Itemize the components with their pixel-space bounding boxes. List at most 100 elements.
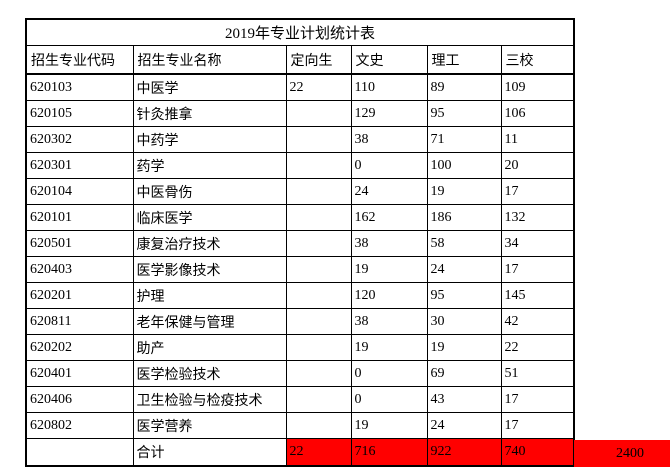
cell-sanxiao: 145 [500, 282, 575, 309]
cell-wenshi: 129 [350, 100, 428, 127]
cell-ligong: 24 [426, 412, 502, 439]
total-ligong: 922 [426, 438, 502, 467]
cell-major-name: 护理 [132, 282, 287, 309]
cell-directed [285, 412, 352, 439]
cell-major-code: 620406 [25, 386, 134, 413]
cell-ligong: 95 [426, 282, 502, 309]
cell-ligong: 95 [426, 100, 502, 127]
column-header-major-name: 招生专业名称 [132, 45, 287, 75]
plan-statistics-table: 2019年专业计划统计表 招生专业代码 招生专业名称 定向生 文史 理工 三校 … [25, 18, 576, 467]
cell-ligong: 19 [426, 334, 502, 361]
cell-sanxiao: 17 [500, 412, 575, 439]
cell-directed [285, 126, 352, 153]
cell-sanxiao: 132 [500, 204, 575, 231]
table-row: 620101 临床医学 162 186 132 [25, 204, 575, 231]
cell-directed [285, 100, 352, 127]
table-row: 620501 康复治疗技术 38 58 34 [25, 230, 575, 257]
cell-directed [285, 360, 352, 387]
cell-major-name: 中医骨伤 [132, 178, 287, 205]
cell-major-name: 针灸推拿 [132, 100, 287, 127]
cell-major-name: 临床医学 [132, 204, 287, 231]
total-wenshi: 716 [350, 438, 428, 467]
cell-wenshi: 24 [350, 178, 428, 205]
grand-total-cell: 2400 [574, 440, 670, 467]
cell-wenshi: 38 [350, 230, 428, 257]
column-header-sanxiao: 三校 [500, 45, 575, 75]
table-row: 620202 助产 19 19 22 [25, 334, 575, 361]
cell-wenshi: 162 [350, 204, 428, 231]
cell-ligong: 89 [426, 73, 502, 101]
cell-sanxiao: 17 [500, 386, 575, 413]
cell-major-code: 620202 [25, 334, 134, 361]
cell-major-name: 医学检验技术 [132, 360, 287, 387]
table-total-row: 合计 22 716 922 740 [25, 438, 575, 467]
column-header-ligong: 理工 [426, 45, 502, 75]
cell-sanxiao: 106 [500, 100, 575, 127]
cell-major-name: 药学 [132, 152, 287, 179]
cell-major-name: 卫生检验与检疫技术 [132, 386, 287, 413]
cell-major-code: 620201 [25, 282, 134, 309]
cell-sanxiao: 20 [500, 152, 575, 179]
cell-major-code: 620802 [25, 412, 134, 439]
cell-major-name: 中药学 [132, 126, 287, 153]
cell-ligong: 58 [426, 230, 502, 257]
cell-directed [285, 386, 352, 413]
cell-major-code: 620101 [25, 204, 134, 231]
cell-major-code: 620302 [25, 126, 134, 153]
table-row: 620403 医学影像技术 19 24 17 [25, 256, 575, 283]
cell-ligong: 100 [426, 152, 502, 179]
table-row: 620811 老年保健与管理 38 30 42 [25, 308, 575, 335]
table-row: 620201 护理 120 95 145 [25, 282, 575, 309]
cell-sanxiao: 11 [500, 126, 575, 153]
column-header-major-code: 招生专业代码 [25, 45, 134, 75]
cell-major-code: 620105 [25, 100, 134, 127]
cell-total-code-empty [25, 438, 134, 467]
cell-major-code: 620501 [25, 230, 134, 257]
cell-ligong: 30 [426, 308, 502, 335]
cell-wenshi: 0 [350, 360, 428, 387]
cell-major-name: 医学营养 [132, 412, 287, 439]
cell-ligong: 69 [426, 360, 502, 387]
cell-directed [285, 204, 352, 231]
table-title-row: 2019年专业计划统计表 [25, 18, 575, 46]
cell-wenshi: 38 [350, 308, 428, 335]
cell-wenshi: 19 [350, 412, 428, 439]
table-header-row: 招生专业代码 招生专业名称 定向生 文史 理工 三校 [25, 45, 575, 75]
cell-directed [285, 256, 352, 283]
cell-sanxiao: 42 [500, 308, 575, 335]
cell-major-name: 中医学 [132, 73, 287, 101]
table-row: 620802 医学营养 19 24 17 [25, 412, 575, 439]
table-row: 620104 中医骨伤 24 19 17 [25, 178, 575, 205]
table-title: 2019年专业计划统计表 [25, 18, 575, 46]
cell-sanxiao: 22 [500, 334, 575, 361]
cell-major-name: 医学影像技术 [132, 256, 287, 283]
cell-sanxiao: 109 [500, 73, 575, 101]
cell-wenshi: 19 [350, 256, 428, 283]
total-directed: 22 [285, 438, 352, 467]
cell-major-name: 助产 [132, 334, 287, 361]
cell-directed [285, 152, 352, 179]
cell-directed: 22 [285, 73, 352, 101]
cell-wenshi: 110 [350, 73, 428, 101]
cell-directed [285, 230, 352, 257]
cell-wenshi: 0 [350, 152, 428, 179]
table-row: 620406 卫生检验与检疫技术 0 43 17 [25, 386, 575, 413]
cell-major-name: 康复治疗技术 [132, 230, 287, 257]
table-row: 620301 药学 0 100 20 [25, 152, 575, 179]
cell-sanxiao: 17 [500, 256, 575, 283]
cell-ligong: 19 [426, 178, 502, 205]
cell-ligong: 43 [426, 386, 502, 413]
total-sanxiao: 740 [500, 438, 575, 467]
cell-wenshi: 0 [350, 386, 428, 413]
cell-major-code: 620811 [25, 308, 134, 335]
column-header-wenshi: 文史 [350, 45, 428, 75]
table-row: 620401 医学检验技术 0 69 51 [25, 360, 575, 387]
cell-sanxiao: 51 [500, 360, 575, 387]
cell-major-code: 620103 [25, 73, 134, 101]
table-row: 620302 中药学 38 71 11 [25, 126, 575, 153]
cell-directed [285, 178, 352, 205]
cell-major-code: 620301 [25, 152, 134, 179]
cell-directed [285, 334, 352, 361]
cell-major-code: 620403 [25, 256, 134, 283]
